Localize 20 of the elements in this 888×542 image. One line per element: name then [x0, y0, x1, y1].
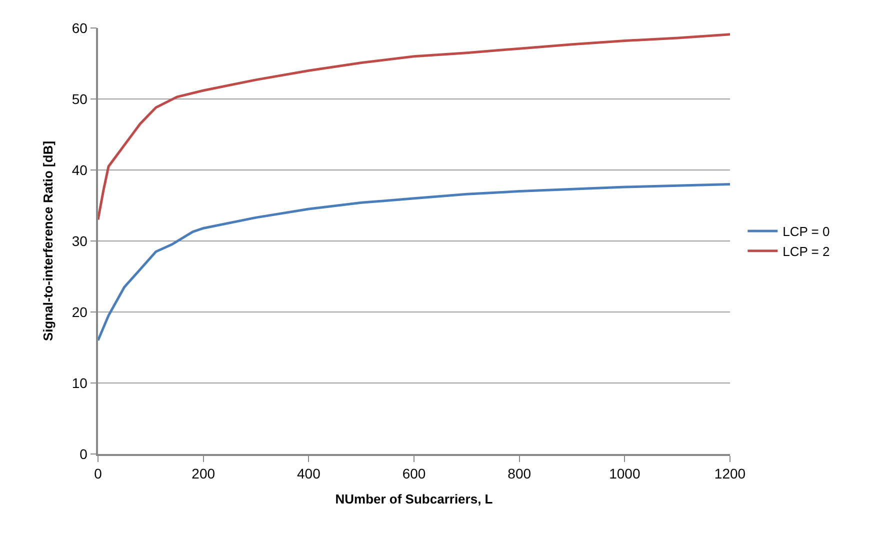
line-series — [98, 182, 730, 342]
x-tick-label: 1000 — [609, 466, 640, 482]
x-tick-label: 600 — [402, 466, 426, 482]
y-tick-label: 60 — [72, 20, 88, 36]
legend-label: LCP = 2 — [782, 244, 830, 259]
line-series — [98, 33, 730, 221]
y-tick-label: 50 — [72, 90, 88, 107]
x-tick-label: 200 — [192, 466, 216, 482]
y-tick-label: 0 — [80, 446, 88, 462]
y-tick-label: 40 — [72, 162, 88, 178]
x-tick-label: 400 — [296, 466, 321, 482]
y-tick-label: 10 — [72, 374, 88, 391]
x-tick-label: 800 — [508, 466, 532, 482]
y-tick-label: 30 — [72, 232, 88, 249]
x-tick-label: 1200 — [714, 466, 746, 482]
y-axis-title: Signal-to-interference Ratio [dB] — [40, 140, 56, 342]
x-tick-label: 0 — [94, 466, 102, 482]
legend-label: LCP = 0 — [782, 224, 830, 240]
x-axis-title: NUmber of Subcarriers, L — [335, 492, 493, 506]
y-tick-label: 20 — [72, 304, 88, 320]
